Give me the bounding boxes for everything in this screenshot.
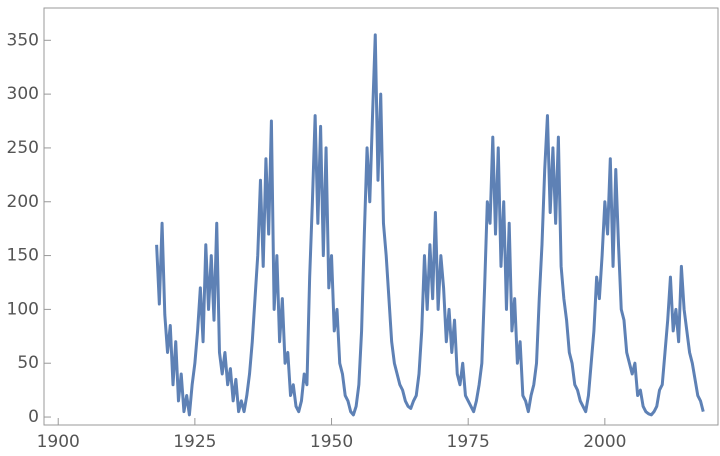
plot-frame: [43, 7, 719, 426]
x-tick-label: 1925: [173, 432, 216, 452]
data-line: [155, 33, 705, 417]
y-tick-label: 250: [7, 138, 39, 158]
y-tick-label: 350: [7, 30, 39, 50]
y-tick-label: 50: [17, 353, 39, 373]
y-tick-label: 100: [7, 299, 39, 319]
y-tick-label: 200: [7, 192, 39, 212]
x-tick-label: 1900: [37, 432, 80, 452]
y-tick-label: 150: [7, 246, 39, 266]
x-tick-label: 1975: [447, 432, 490, 452]
x-tick-label: 1950: [310, 432, 353, 452]
x-tick-label: 2000: [583, 432, 626, 452]
y-tick-label: 0: [28, 407, 39, 427]
y-tick-label: 300: [7, 84, 39, 104]
